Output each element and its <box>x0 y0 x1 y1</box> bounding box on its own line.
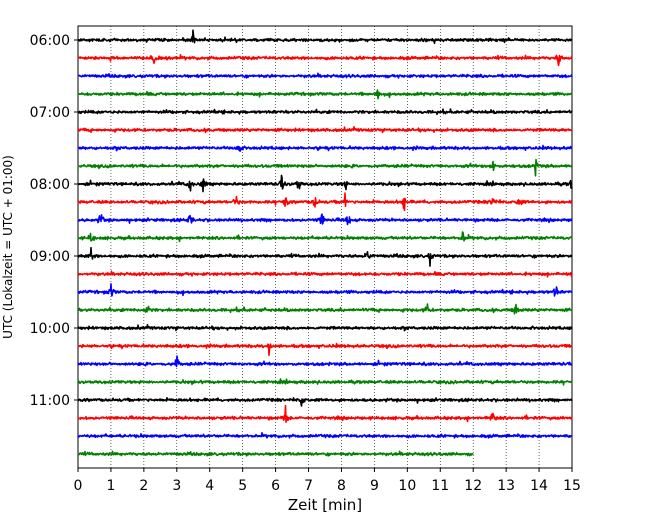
y-tick-label: 06:00 <box>30 33 70 49</box>
trace-0600 <box>77 29 573 45</box>
x-tick-label: 6 <box>271 478 280 494</box>
x-tick-label: 3 <box>172 478 181 494</box>
x-axis: 0 1 2 3 4 5 6 7 8 9 10 11 12 13 14 15 <box>74 468 581 494</box>
x-tick-label: 13 <box>497 478 515 494</box>
trace-0915 <box>77 270 573 278</box>
trace-1130 <box>77 432 573 439</box>
x-tick-label: 0 <box>74 478 83 494</box>
trace-0930 <box>77 283 573 297</box>
trace-0615 <box>77 54 573 67</box>
trace-0815 <box>77 192 573 212</box>
trace-1000 <box>77 324 573 332</box>
plot-frame <box>77 25 573 469</box>
trace-1030 <box>77 355 573 368</box>
trace-1115 <box>77 404 573 423</box>
x-tick-label: 11 <box>431 478 449 494</box>
trace-0845 <box>77 231 573 243</box>
trace-0700 <box>77 108 573 116</box>
trace-0800 <box>77 174 573 193</box>
y-tick-label: 10:00 <box>30 321 70 337</box>
y-tick-label: 07:00 <box>30 105 70 121</box>
trace-0900 <box>77 246 573 267</box>
trace-0945 <box>77 303 573 315</box>
trace-1015 <box>77 342 573 356</box>
y-axis: 06:00 07:00 08:00 09:00 10:00 11:00 <box>30 33 78 409</box>
trace-0630 <box>77 72 573 79</box>
trace-0830 <box>77 213 573 226</box>
y-tick-label: 11:00 <box>30 393 70 409</box>
trace-1100 <box>77 397 573 407</box>
x-tick-label: 5 <box>238 478 247 494</box>
x-tick-label: 2 <box>139 478 148 494</box>
x-tick-label: 14 <box>530 478 548 494</box>
y-tick-label: 09:00 <box>30 249 70 265</box>
x-tick-label: 7 <box>304 478 313 494</box>
x-tick-label: 1 <box>106 478 115 494</box>
trace-0730 <box>77 144 573 152</box>
x-tick-label: 4 <box>205 478 214 494</box>
trace-0645 <box>77 89 573 100</box>
traces-layer <box>77 29 573 457</box>
x-tick-label: 15 <box>563 478 581 494</box>
trace-1045 <box>77 378 573 386</box>
y-tick-label: 08:00 <box>30 177 70 193</box>
x-tick-label: 9 <box>370 478 379 494</box>
x-tick-label: 10 <box>398 478 416 494</box>
grid-layer <box>110 26 540 468</box>
x-axis-label: Zeit [min] <box>288 496 362 514</box>
x-tick-label: 8 <box>337 478 346 494</box>
x-tick-label: 12 <box>464 478 482 494</box>
trace-0745 <box>77 158 573 177</box>
trace-0715 <box>77 126 573 134</box>
y-axis-label: UTC (Lokalzeit = UTC + 01:00) <box>1 155 15 339</box>
trace-1145 <box>77 450 474 457</box>
